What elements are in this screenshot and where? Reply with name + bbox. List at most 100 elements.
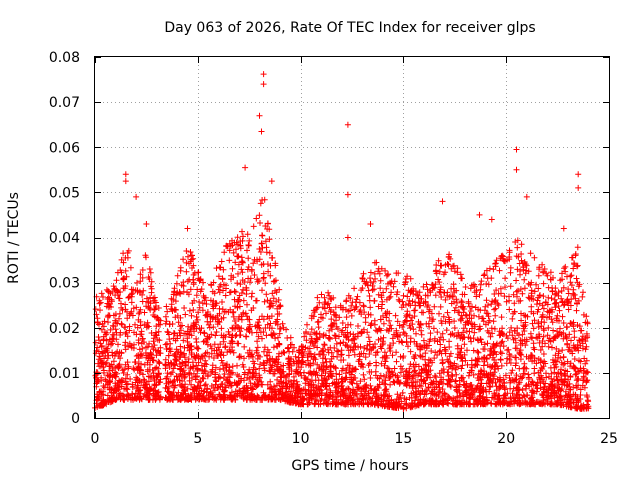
data-point (402, 279, 409, 286)
data-point (115, 295, 122, 302)
data-point (404, 273, 411, 280)
data-point (112, 311, 119, 318)
data-point (208, 350, 215, 357)
data-point (316, 365, 323, 372)
data-point (115, 341, 121, 348)
data-point (377, 285, 384, 292)
data-point (98, 326, 105, 333)
data-point (517, 297, 524, 304)
data-point (464, 361, 471, 368)
data-point (180, 387, 187, 394)
data-point (572, 371, 579, 378)
data-point (162, 361, 169, 368)
data-point (574, 263, 580, 270)
data-point (556, 317, 562, 324)
data-point (246, 325, 253, 332)
data-point (194, 286, 201, 293)
data-point (107, 326, 114, 333)
data-point (469, 282, 475, 289)
data-point (327, 373, 333, 379)
data-point (283, 383, 289, 390)
data-point (527, 250, 534, 257)
data-point (449, 373, 456, 380)
data-point (350, 386, 357, 393)
data-point (545, 343, 552, 350)
data-point (525, 280, 532, 287)
data-point (319, 304, 326, 311)
data-point (536, 300, 543, 307)
data-point (170, 330, 177, 336)
data-point (185, 359, 192, 366)
data-point (215, 273, 222, 280)
data-point (234, 241, 241, 248)
data-point (323, 363, 330, 370)
data-point (322, 355, 329, 362)
data-point (179, 322, 185, 329)
data-point (244, 231, 251, 238)
data-point (430, 284, 437, 291)
data-point (227, 382, 234, 389)
data-point (263, 249, 270, 256)
data-point (540, 269, 547, 276)
data-point (328, 362, 334, 369)
data-point (378, 305, 385, 312)
data-point (425, 302, 432, 309)
data-point (476, 356, 483, 363)
data-point (497, 357, 504, 363)
data-point (147, 357, 154, 364)
data-point (256, 353, 263, 360)
data-point (163, 303, 170, 310)
data-point (580, 365, 587, 372)
data-point (442, 396, 449, 403)
data-point (287, 399, 294, 406)
data-point (583, 368, 590, 375)
data-point (244, 374, 251, 381)
data-point (333, 399, 340, 406)
data-point (208, 383, 215, 389)
data-point (530, 325, 537, 332)
data-point (361, 326, 367, 333)
data-point (406, 297, 413, 304)
data-point (361, 309, 368, 316)
data-point (500, 392, 507, 399)
data-point (153, 352, 160, 359)
data-point (167, 371, 174, 378)
data-point (336, 314, 343, 321)
data-point (232, 259, 239, 266)
data-point (425, 356, 432, 363)
data-point (453, 364, 460, 371)
data-point (219, 299, 225, 305)
data-point (221, 309, 228, 315)
data-point (470, 347, 477, 354)
data-point (144, 343, 151, 350)
data-point (476, 211, 483, 218)
data-point (478, 367, 484, 374)
data-point (467, 308, 474, 314)
data-point (212, 381, 219, 388)
data-point (434, 352, 441, 358)
data-point (207, 343, 214, 349)
data-point (276, 330, 283, 337)
data-point (497, 384, 504, 391)
data-point (233, 246, 239, 253)
data-point (302, 344, 309, 351)
data-point (438, 262, 445, 269)
data-point (348, 302, 355, 309)
data-point (358, 400, 365, 407)
data-point (462, 321, 469, 328)
data-point (286, 361, 293, 368)
data-point (238, 254, 245, 261)
data-point (124, 308, 130, 315)
data-point (316, 299, 323, 306)
data-point (187, 286, 194, 293)
data-point (273, 318, 280, 325)
data-point (379, 354, 386, 361)
data-point (146, 305, 153, 312)
data-point (196, 379, 203, 386)
data-point (201, 294, 208, 301)
data-point (490, 375, 497, 382)
data-point (104, 392, 111, 399)
data-point (318, 396, 325, 402)
data-point (369, 282, 376, 289)
data-point (250, 223, 257, 230)
